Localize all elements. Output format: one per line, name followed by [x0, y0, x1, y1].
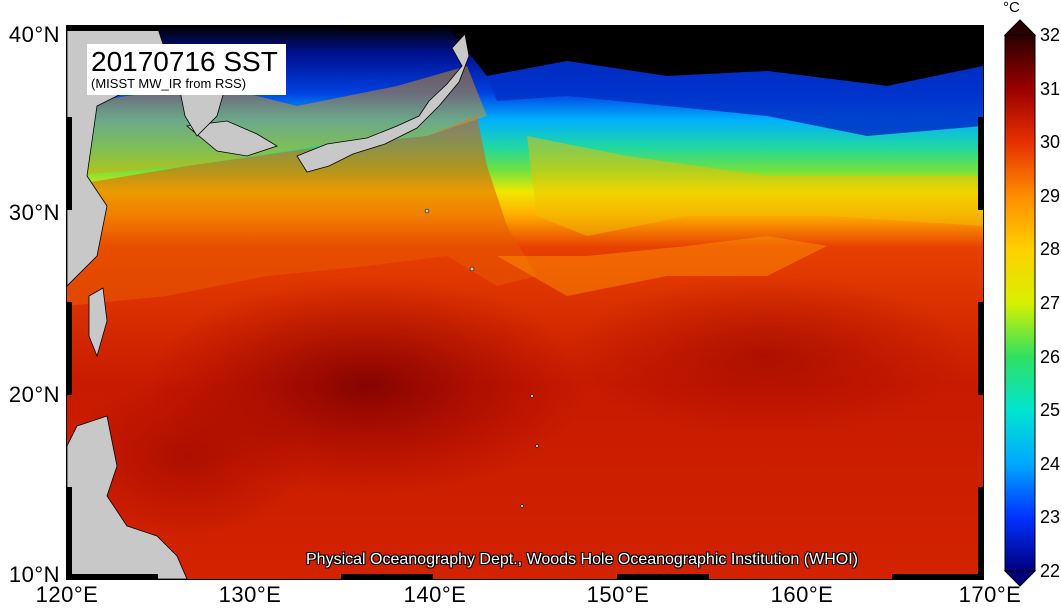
sst-map [66, 25, 984, 580]
lon-label-120: 120°E [35, 582, 99, 607]
colorbar-tick-label: 29 [1040, 185, 1061, 206]
lat-label-10: 10°N [8, 562, 60, 587]
lon-label-160: 160°E [770, 582, 834, 607]
lon-label-150: 150°E [586, 582, 650, 607]
colorbar-tick-label: 31 [1040, 78, 1061, 99]
colorbar-max-arrow [1003, 19, 1037, 36]
credit-text: Physical Oceanography Dept., Woods Hole … [306, 551, 858, 568]
colorbar-tick-label: 26 [1040, 346, 1061, 367]
colorbar-tick-label: 24 [1040, 453, 1061, 474]
map-title: 20170716 SST [91, 46, 278, 77]
lat-label-30: 30°N [8, 200, 60, 225]
colorbar-tick-label: 28 [1040, 239, 1061, 260]
colorbar-tick-label: 32 [1040, 25, 1061, 45]
map-subtitle: (MISST MW_IR from RSS) [91, 76, 247, 91]
colorbar-min-arrow [1003, 570, 1037, 587]
colorbar-tick-label: 25 [1040, 400, 1061, 421]
colorbar [1003, 19, 1037, 587]
lon-label-130: 130°E [218, 582, 282, 607]
colorbar-gradient [1004, 34, 1036, 572]
lon-label-140: 140°E [403, 582, 467, 607]
colorbar-unit: °C [1003, 0, 1020, 16]
japan-land [296, 33, 470, 173]
colorbar-tick-label: 30 [1040, 132, 1061, 153]
lat-label-20: 20°N [8, 382, 60, 407]
map-title-box: 20170716 SST (MISST MW_IR from RSS) [87, 44, 286, 95]
lat-label-40: 40°N [8, 22, 60, 47]
colorbar-tick-label: 23 [1040, 507, 1061, 528]
colorbar-tick-label: 27 [1040, 293, 1061, 313]
sst-field [67, 26, 983, 579]
lon-label-170: 170°E [958, 582, 1022, 607]
colorbar-tick-label: 22 [1040, 561, 1061, 581]
